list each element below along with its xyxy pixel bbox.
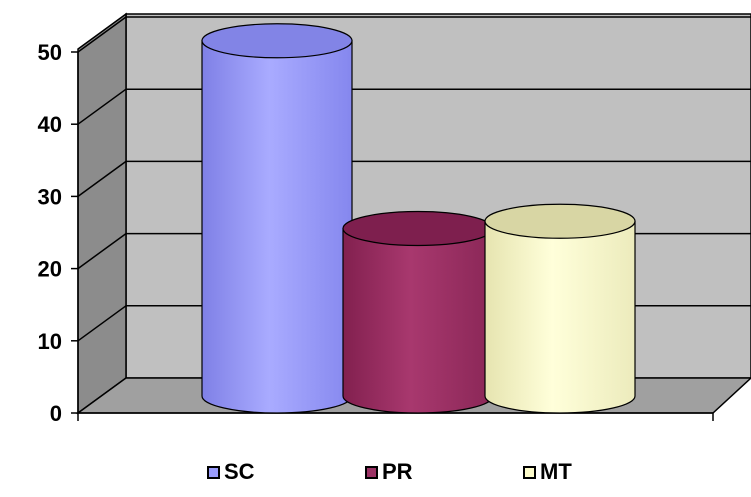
gridline-side-30 (77, 160, 127, 198)
y-tick-50: 50 (38, 40, 62, 65)
legend-item-SC: SC (207, 452, 255, 492)
gridline-side-10 (77, 305, 127, 342)
bar-SC-body (201, 40, 353, 414)
legend-label-SC: SC (224, 459, 255, 484)
bar-MT (484, 203, 636, 414)
y-tick-30: 30 (38, 184, 62, 209)
y-tick-10: 10 (38, 329, 62, 354)
bar-MT-body (484, 220, 636, 414)
legend: SC PR MT (0, 452, 751, 492)
y-tick-40: 40 (38, 112, 62, 137)
legend-swatch-MT (523, 465, 536, 479)
gridline-side-40 (77, 88, 127, 125)
y-tick-0: 0 (50, 401, 62, 426)
legend-item-MT: MT (523, 452, 572, 492)
gridline-side-20 (77, 232, 127, 270)
y-tick-20: 20 (38, 257, 62, 282)
legend-label-MT: MT (540, 459, 572, 484)
bar-PR-body (342, 227, 494, 414)
bar-PR-top (342, 210, 494, 247)
bar-SC (201, 23, 353, 414)
legend-swatch-SC (207, 465, 220, 479)
gridline-side-50 (77, 16, 127, 53)
bar-PR (342, 210, 494, 414)
side-wall (77, 12, 127, 415)
bar-SC-top (201, 23, 353, 59)
legend-swatch-PR (365, 465, 378, 479)
y-axis (71, 51, 714, 421)
chart: 0 10 20 30 40 50 (38, 12, 751, 426)
legend-item-PR: PR (365, 452, 413, 492)
bar-MT-top (484, 203, 636, 239)
legend-label-PR: PR (382, 459, 413, 484)
